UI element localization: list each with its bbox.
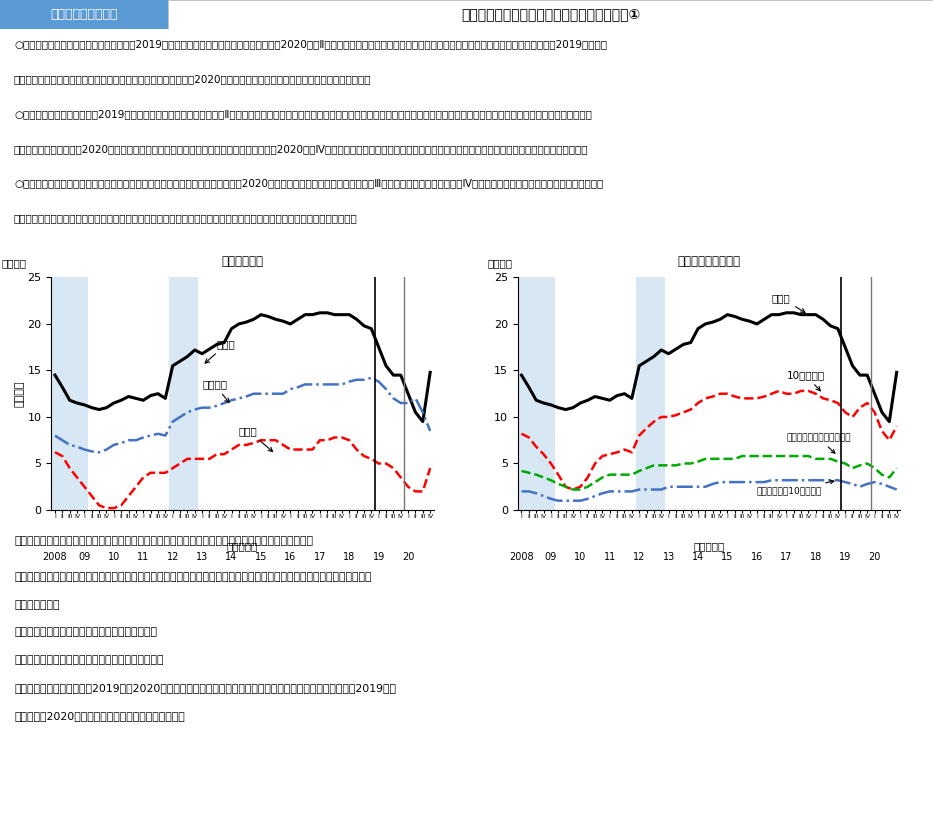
Text: ○　資本金規模別にみると、2019年は資本金１０億円以上の企業で第Ⅱ四半期（４－６月期）以降減少し、資本金１億円以上１０億円未満の企業及び資本金１千万円以上１億: ○ 資本金規模別にみると、2019年は資本金１０億円以上の企業で第Ⅱ四半期（４－…	[14, 109, 592, 119]
Bar	[51, 277, 88, 510]
Text: （１）業種別: （１）業種別	[221, 255, 264, 268]
Text: ４）本白書では、2019年～2020年の労働経済の動向を中心に分析を行うため、見やすさの観点から2019年と: ４）本白書では、2019年～2020年の労働経済の動向を中心に分析を行うため、見…	[14, 683, 396, 693]
Text: 12: 12	[166, 552, 179, 562]
Text: 17: 17	[780, 552, 792, 562]
Text: 11: 11	[604, 552, 616, 562]
Text: 20: 20	[869, 552, 881, 562]
Y-axis label: （兆円）: （兆円）	[15, 380, 24, 407]
Text: 業種別・資本金規模別にみた経常利益の推移①: 業種別・資本金規模別にみた経常利益の推移①	[461, 7, 640, 22]
Text: 10: 10	[107, 552, 120, 562]
Text: １千万円以上・１億円未満: １千万円以上・１億円未満	[787, 433, 851, 453]
Text: 17: 17	[313, 552, 326, 562]
Text: 19: 19	[372, 552, 384, 562]
Text: 16: 16	[751, 552, 763, 562]
X-axis label: （年・期）: （年・期）	[693, 541, 725, 552]
Text: 造業で減少する一方、非製造業では横ばいで推移していたが、2020年に入ると製造業、非製造業ともに急速に減少した。: 造業で減少する一方、非製造業では横ばいで推移していたが、2020年に入ると製造業…	[14, 74, 371, 84]
Text: 2020年の年の区切りに実線を入れている。: 2020年の年の区切りに実線を入れている。	[14, 711, 185, 721]
Text: 15: 15	[721, 552, 733, 562]
Text: ３）グラフのシャドー部分は景気後退期。: ３）グラフのシャドー部分は景気後退期。	[14, 655, 163, 665]
Text: 製造業: 製造業	[239, 426, 272, 451]
Text: 14: 14	[226, 552, 238, 562]
Bar	[169, 277, 199, 510]
Text: 2008: 2008	[509, 552, 534, 562]
Bar	[0, 0, 168, 29]
Text: 16: 16	[285, 552, 297, 562]
Text: 2008: 2008	[43, 552, 67, 562]
Text: 09: 09	[78, 552, 91, 562]
Bar	[168, 0, 933, 29]
Text: （注）　１）（１）図は季節調整値を後方４四半期移動平均したもの。（２）図は原数値を後方４四半期移動平均したも: （注） １）（１）図は季節調整値を後方４四半期移動平均したもの。（２）図は原数値…	[14, 572, 371, 582]
Text: 20: 20	[402, 552, 414, 562]
Text: 10: 10	[574, 552, 587, 562]
Text: 19: 19	[839, 552, 851, 562]
Text: 全規模: 全規模	[772, 293, 805, 313]
Text: の。: の。	[14, 600, 60, 610]
Text: 09: 09	[545, 552, 557, 562]
Text: 第１－（１）－５図: 第１－（１）－５図	[50, 8, 118, 21]
Text: 14: 14	[692, 552, 704, 562]
Text: 11: 11	[137, 552, 149, 562]
Text: 15: 15	[255, 552, 267, 562]
Text: 18: 18	[343, 552, 355, 562]
Text: 13: 13	[662, 552, 675, 562]
Bar	[635, 277, 665, 510]
Text: （兆円）: （兆円）	[487, 258, 512, 268]
Text: 横ばい傾向となった。2020年に入り、いずれの規模でも前年同期比で大きく減少した。2020年第Ⅳ四半期（１０－１２月期）には、資本金１０億円未満の企業で下げ止ま: 横ばい傾向となった。2020年に入り、いずれの規模でも前年同期比で大きく減少した…	[14, 144, 589, 153]
Text: ○　企業の経常利益は、「全産業」では、2019年に入り緩やかな減少傾向で推移したが、2020年第Ⅱ四半期（４－６月期）にかけて急速に減少した。製造業・非製造業の: ○ 企業の経常利益は、「全産業」では、2019年に入り緩やかな減少傾向で推移した…	[14, 39, 607, 50]
Text: マンショック期の底の水準までは落ち込んでいないものの、特に資本金１千万円以上１億円未満の企業で影響を受けた。: マンショック期の底の水準までは落ち込んでいないものの、特に資本金１千万円以上１億…	[14, 213, 357, 224]
Text: ○　リーマンショック期と比較すると、製造業及び非製造業、各資本金規模とも2020年で最も経常利益が減少した時期（第Ⅲ四半期（７－９月期）又は第Ⅳ四半期（１０－１: ○ リーマンショック期と比較すると、製造業及び非製造業、各資本金規模とも2020…	[14, 179, 604, 188]
Text: 13: 13	[196, 552, 208, 562]
Text: １億円以上・10億円未満: １億円以上・10億円未満	[757, 480, 834, 495]
Text: 12: 12	[633, 552, 646, 562]
Text: 非製造業: 非製造業	[202, 379, 230, 402]
Text: 10億円以上: 10億円以上	[787, 370, 825, 391]
Text: 18: 18	[810, 552, 822, 562]
Text: （兆円）: （兆円）	[2, 258, 26, 268]
Text: ２）金融業、保険業は含まれていない。: ２）金融業、保険業は含まれていない。	[14, 628, 157, 637]
Text: （２）資本金規模別: （２）資本金規模別	[677, 255, 741, 268]
Text: 全産業: 全産業	[205, 339, 236, 363]
X-axis label: （年・期）: （年・期）	[227, 541, 258, 552]
Bar	[518, 277, 554, 510]
Text: 資料出所　財務省「法人企業統計調査」（季報）をもとに厚生労働省政策統括官付政策統括室にて作成: 資料出所 財務省「法人企業統計調査」（季報）をもとに厚生労働省政策統括官付政策統…	[14, 536, 313, 546]
